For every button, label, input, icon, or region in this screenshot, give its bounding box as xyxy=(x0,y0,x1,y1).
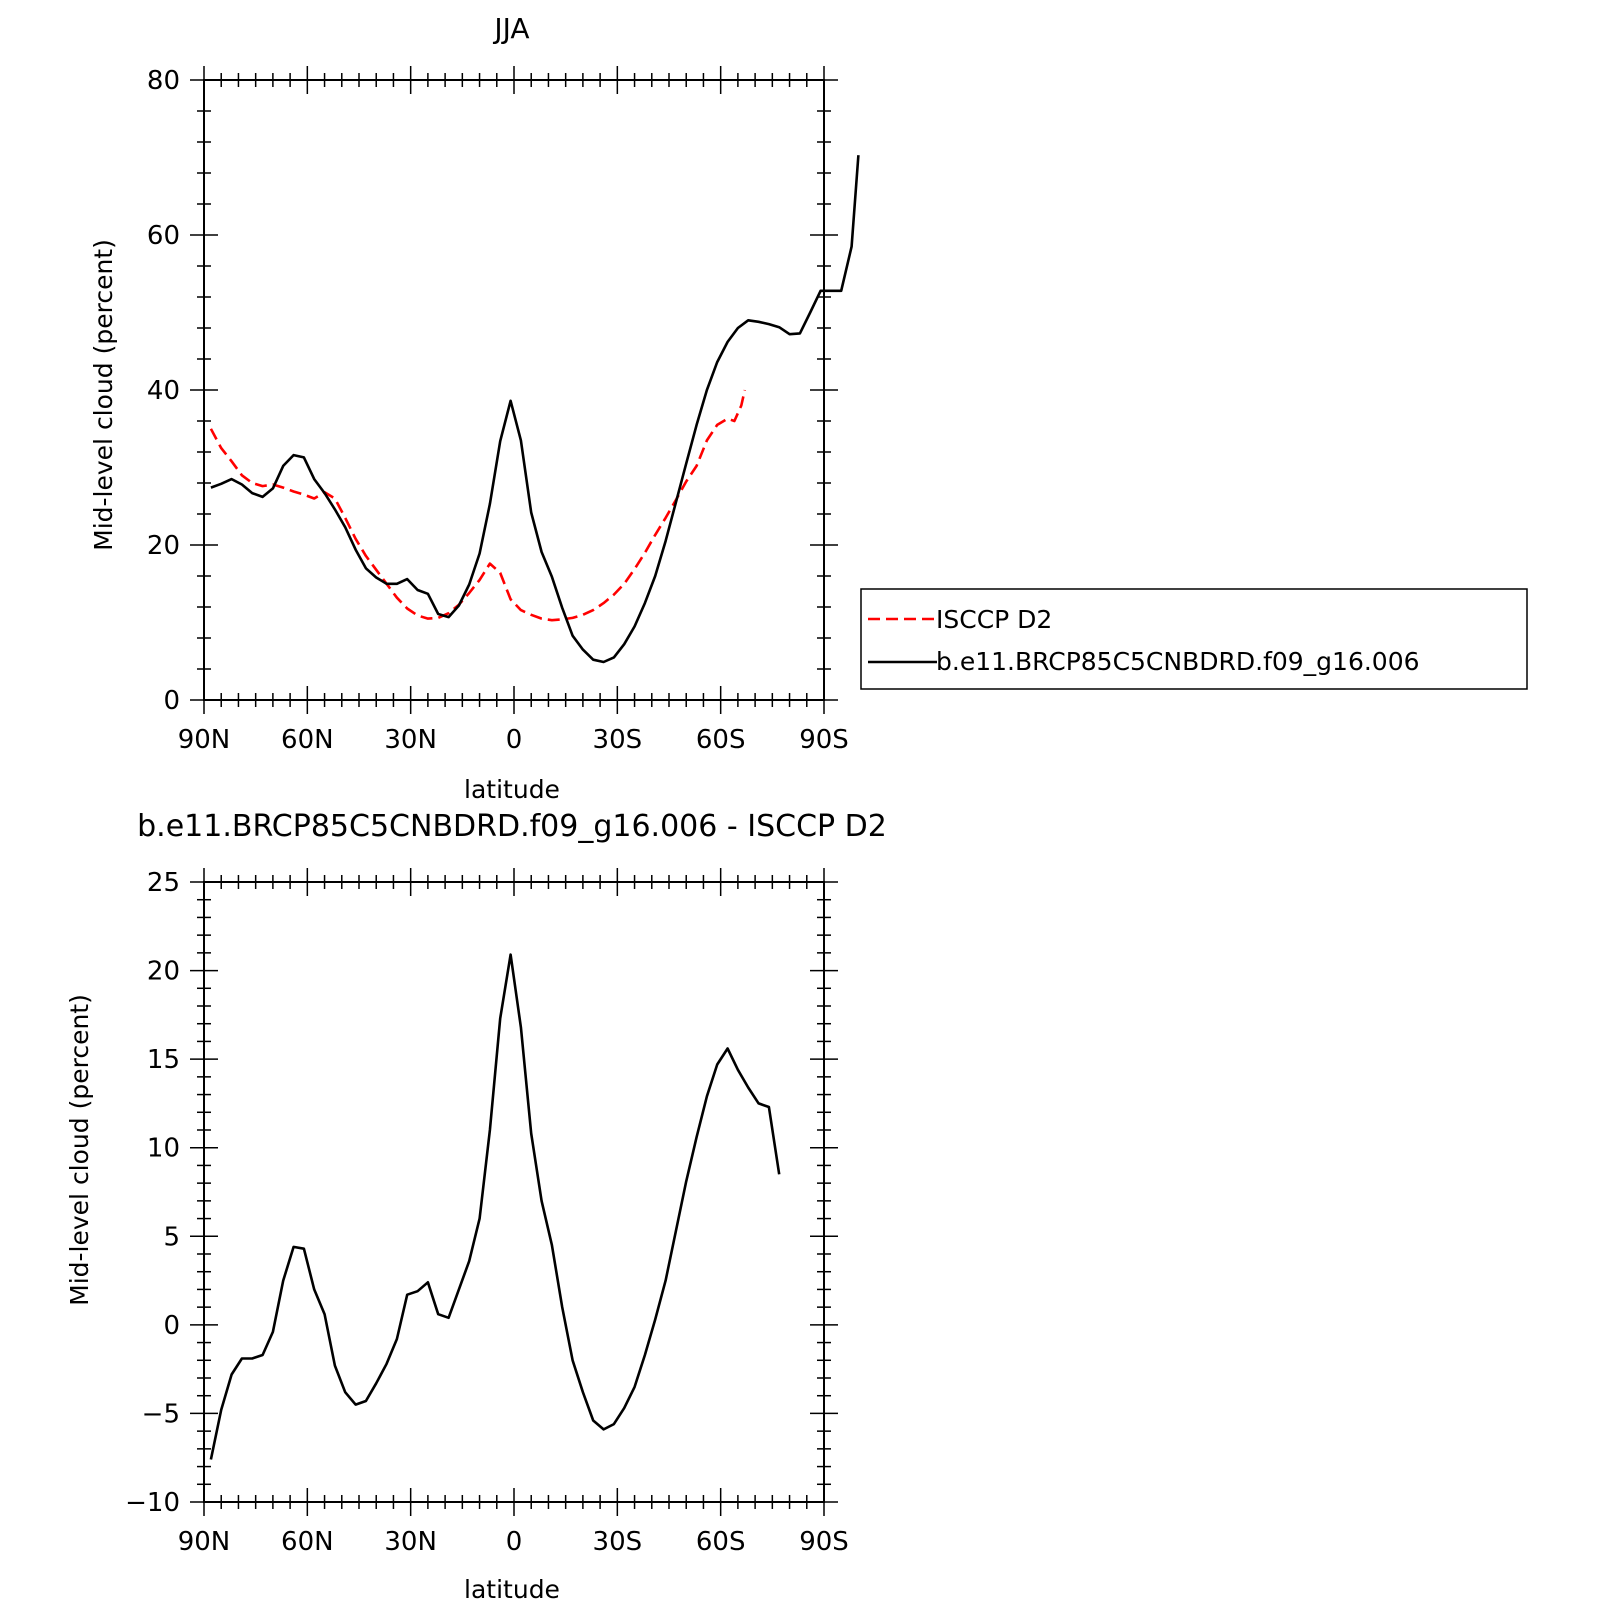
bottom-y-tick-label: 15 xyxy=(147,1045,180,1075)
legend: ISCCP D2 b.e11.BRCP85C5CNBDRD.f09_g16.00… xyxy=(860,588,1528,690)
top-chart-xlabel: latitude xyxy=(464,775,560,804)
top-series-line-0 xyxy=(209,389,747,622)
top-x-tick-label: 90S xyxy=(799,725,849,755)
bottom-x-tick-label: 30S xyxy=(593,1527,643,1557)
top-x-tick-label: 30N xyxy=(384,725,437,755)
top-x-tick-label: 60S xyxy=(696,725,746,755)
top-chart-frame xyxy=(203,79,825,701)
bottom-chart-xlabel: latitude xyxy=(464,1575,560,1604)
top-chart-ticks: 90N 60N 30N 0 30S 60S 90S 0 20 40 60 80 xyxy=(147,66,849,755)
top-y-tick-label: 0 xyxy=(163,686,180,716)
bottom-y-tick-label: 25 xyxy=(147,868,180,898)
top-chart-ylabel: Mid-level cloud (percent) xyxy=(89,239,118,551)
bottom-chart-frame xyxy=(203,881,825,1503)
top-chart: JJA Mid-level cloud (percent) latitude 9… xyxy=(89,12,1528,804)
top-x-tick-label: 60N xyxy=(281,725,334,755)
legend-box xyxy=(860,588,1528,690)
bottom-x-tick-label: 0 xyxy=(506,1527,523,1557)
bottom-y-tick-label: 0 xyxy=(163,1311,180,1341)
top-x-tick-label: 90N xyxy=(178,725,231,755)
top-series-line-1 xyxy=(210,155,860,664)
bottom-x-tick-label: 60N xyxy=(281,1527,334,1557)
top-x-tick-label: 30S xyxy=(593,725,643,755)
top-chart-series xyxy=(209,155,860,664)
bottom-chart-ylabel: Mid-level cloud (percent) xyxy=(65,994,94,1306)
top-chart-title: JJA xyxy=(492,12,529,45)
bottom-x-tick-label: 90N xyxy=(178,1527,231,1557)
bottom-series-line-0 xyxy=(209,953,781,1460)
bottom-x-tick-label: 90S xyxy=(799,1527,849,1557)
bottom-y-tick-label: −10 xyxy=(125,1488,180,1518)
bottom-y-tick-label: 5 xyxy=(163,1222,180,1252)
bottom-chart-title: b.e11.BRCP85C5CNBDRD.f09_g16.006 - ISCCP… xyxy=(137,809,887,844)
bottom-y-tick-label: 20 xyxy=(147,957,180,987)
bottom-chart-ticks: 90N 60N 30N 0 30S 60S 90S −10 −5 0 5 10 15 20 25 xyxy=(125,868,849,1557)
top-y-tick-label: 40 xyxy=(147,376,180,406)
bottom-chart: b.e11.BRCP85C5CNBDRD.f09_g16.006 - ISCCP… xyxy=(65,809,887,1604)
bottom-y-tick-label: 10 xyxy=(147,1134,180,1164)
bottom-y-tick-label: −5 xyxy=(142,1399,180,1429)
legend-label-isccp: ISCCP D2 xyxy=(936,605,1052,634)
top-x-tick-label: 0 xyxy=(506,725,523,755)
bottom-x-tick-label: 60S xyxy=(696,1527,746,1557)
top-y-tick-label: 20 xyxy=(147,531,180,561)
top-y-tick-label: 80 xyxy=(147,66,180,96)
legend-label-model: b.e11.BRCP85C5CNBDRD.f09_g16.006 xyxy=(936,647,1420,676)
bottom-x-tick-label: 30N xyxy=(384,1527,437,1557)
top-y-tick-label: 60 xyxy=(147,221,180,251)
bottom-chart-series xyxy=(209,953,781,1460)
